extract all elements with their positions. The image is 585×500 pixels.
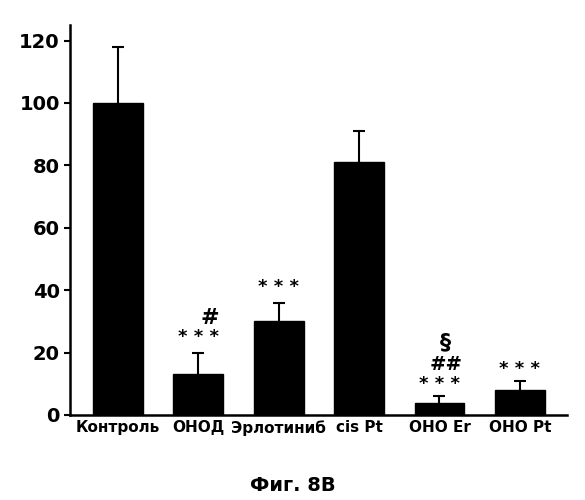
Text: * * *: * * * (178, 328, 219, 346)
Bar (173, 374, 223, 415)
Bar (93, 103, 143, 415)
Text: Фиг. 8В: Фиг. 8В (250, 476, 335, 495)
Text: #: # (201, 308, 219, 328)
Text: ##: ## (429, 356, 462, 374)
Bar (334, 162, 384, 415)
Text: * * *: * * * (258, 278, 299, 296)
Bar (495, 390, 545, 415)
Bar (415, 402, 464, 415)
Text: §: § (441, 332, 452, 352)
Bar (254, 322, 304, 415)
Text: * * *: * * * (419, 375, 460, 393)
Text: * * *: * * * (500, 360, 541, 378)
